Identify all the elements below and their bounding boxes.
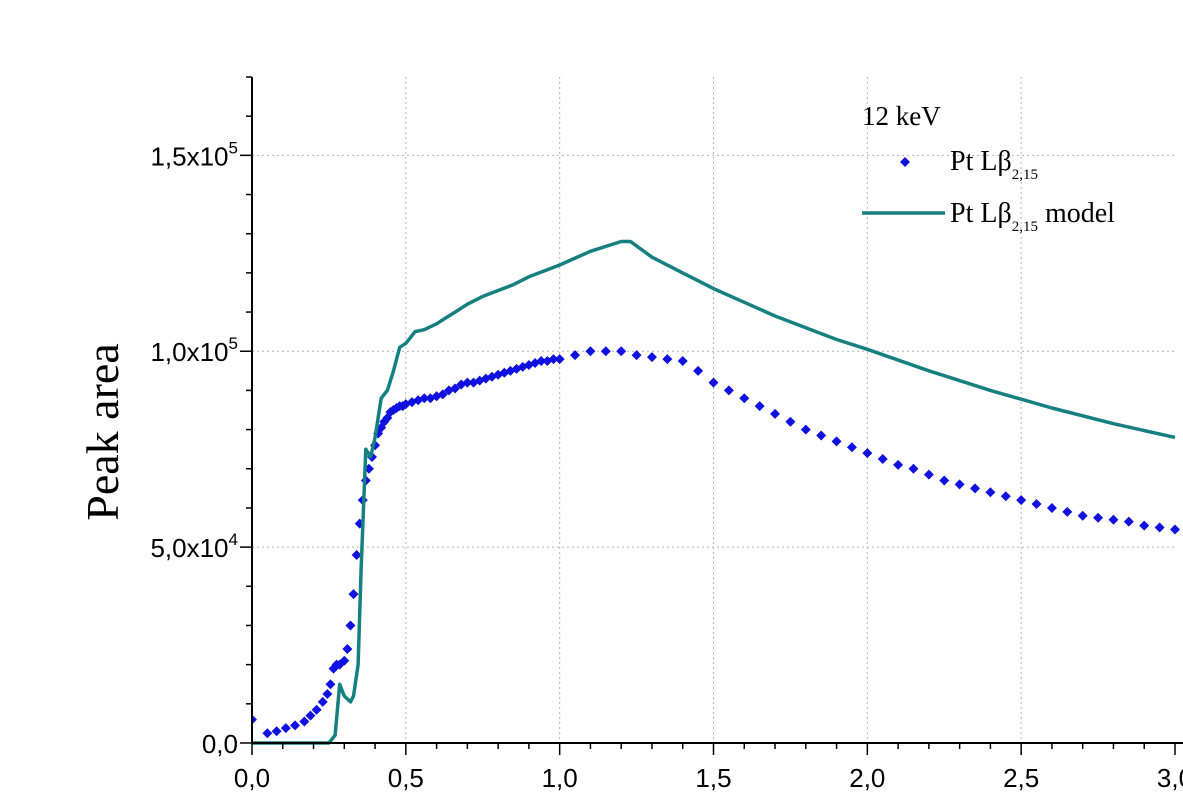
x-tick-label: 3,0 [1157, 763, 1183, 793]
data-point [345, 620, 356, 631]
data-point [677, 356, 688, 367]
data-point [311, 704, 322, 715]
data-point [1108, 514, 1119, 525]
data-point [280, 723, 291, 734]
data-point [262, 728, 273, 739]
data-point [1031, 499, 1042, 510]
data-point [548, 354, 559, 365]
data-point [290, 720, 301, 731]
data-point [939, 475, 950, 486]
data-point [554, 354, 565, 365]
data-point [816, 430, 827, 441]
x-tick-label: 2,5 [1003, 763, 1039, 793]
legend-label-measured: Pt Lβ2,15 [950, 146, 1038, 183]
data-point [305, 710, 316, 721]
x-tick-label: 1,5 [695, 763, 731, 793]
data-point [1154, 522, 1165, 533]
data-point [339, 655, 350, 666]
data-point [646, 352, 657, 363]
data-point [908, 463, 919, 474]
data-point [770, 408, 781, 419]
data-point [846, 442, 857, 453]
legend-marker-measured [900, 157, 910, 167]
data-point [862, 448, 873, 459]
data-point [271, 726, 282, 737]
gridlines [252, 77, 1175, 743]
data-point [923, 469, 934, 480]
legend-label-model: Pt Lβ2,15 model [950, 198, 1115, 235]
data-point [1139, 520, 1150, 531]
data-point [342, 643, 353, 654]
y-axis-ticks: 0,0 5,0x104 1,0x105 1,5x105 [150, 76, 252, 759]
data-point [1046, 502, 1057, 513]
x-axis-ticks: 0,0 0,5 1,0 1,5 2,0 2,5 3,0 [234, 743, 1183, 793]
data-point [800, 424, 811, 435]
data-point [831, 436, 842, 447]
data-point [419, 393, 430, 404]
y-tick-label: 5,0x104 [150, 530, 238, 563]
data-point [1170, 524, 1180, 535]
data-point [1000, 491, 1011, 502]
legend: 12 keV Pt Lβ2,15 Pt Lβ2,15 model [862, 101, 1115, 235]
series-model-line [252, 239, 1176, 745]
data-point [325, 679, 336, 690]
data-point [877, 453, 888, 464]
y-tick-label: 1,5x105 [150, 138, 238, 171]
data-point [708, 377, 719, 388]
data-point [723, 385, 734, 396]
data-point [462, 377, 473, 388]
x-tick-label: 1,0 [542, 763, 578, 793]
data-point [739, 393, 750, 404]
data-point [299, 716, 310, 727]
data-point [662, 354, 673, 365]
data-point [348, 589, 359, 600]
data-point [536, 356, 547, 367]
y-axis-label: Peak area [77, 343, 128, 521]
data-point [970, 483, 981, 494]
data-point [317, 696, 328, 707]
data-point [893, 459, 904, 470]
data-point [1093, 512, 1104, 523]
x-tick-label: 0,5 [388, 763, 424, 793]
data-point [437, 389, 448, 400]
x-tick-label: 2,0 [849, 763, 885, 793]
y-tick-label: 1,0x105 [150, 334, 238, 367]
data-point [693, 365, 704, 376]
data-point [985, 487, 996, 498]
data-point [1016, 495, 1027, 506]
data-point [616, 346, 627, 357]
data-point [322, 689, 333, 700]
data-point [631, 350, 642, 361]
data-point [585, 346, 596, 357]
y-tick-label: 0,0 [202, 729, 238, 759]
data-point [785, 416, 796, 427]
data-point [1077, 510, 1088, 521]
x-tick-label: 0,0 [234, 763, 270, 793]
data-point [600, 346, 611, 357]
data-point [1123, 516, 1134, 527]
data-point [252, 714, 257, 725]
axes [251, 77, 1183, 744]
data-point [754, 401, 765, 412]
legend-title: 12 keV [862, 101, 941, 131]
data-point [450, 383, 461, 394]
plot-area [252, 239, 1180, 745]
data-point [1062, 506, 1073, 517]
data-point [570, 350, 581, 361]
data-point [954, 479, 965, 490]
data-point [351, 549, 362, 560]
